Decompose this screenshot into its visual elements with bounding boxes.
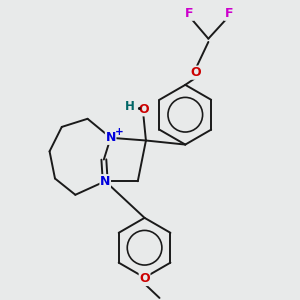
Text: N: N bbox=[100, 175, 110, 188]
Text: F: F bbox=[185, 7, 194, 20]
Text: +: + bbox=[115, 127, 124, 137]
Text: H: H bbox=[125, 100, 135, 112]
Text: O: O bbox=[139, 272, 150, 285]
Text: F: F bbox=[224, 7, 233, 20]
Text: O: O bbox=[191, 66, 202, 79]
Text: N: N bbox=[106, 131, 116, 144]
Text: O: O bbox=[138, 103, 148, 116]
